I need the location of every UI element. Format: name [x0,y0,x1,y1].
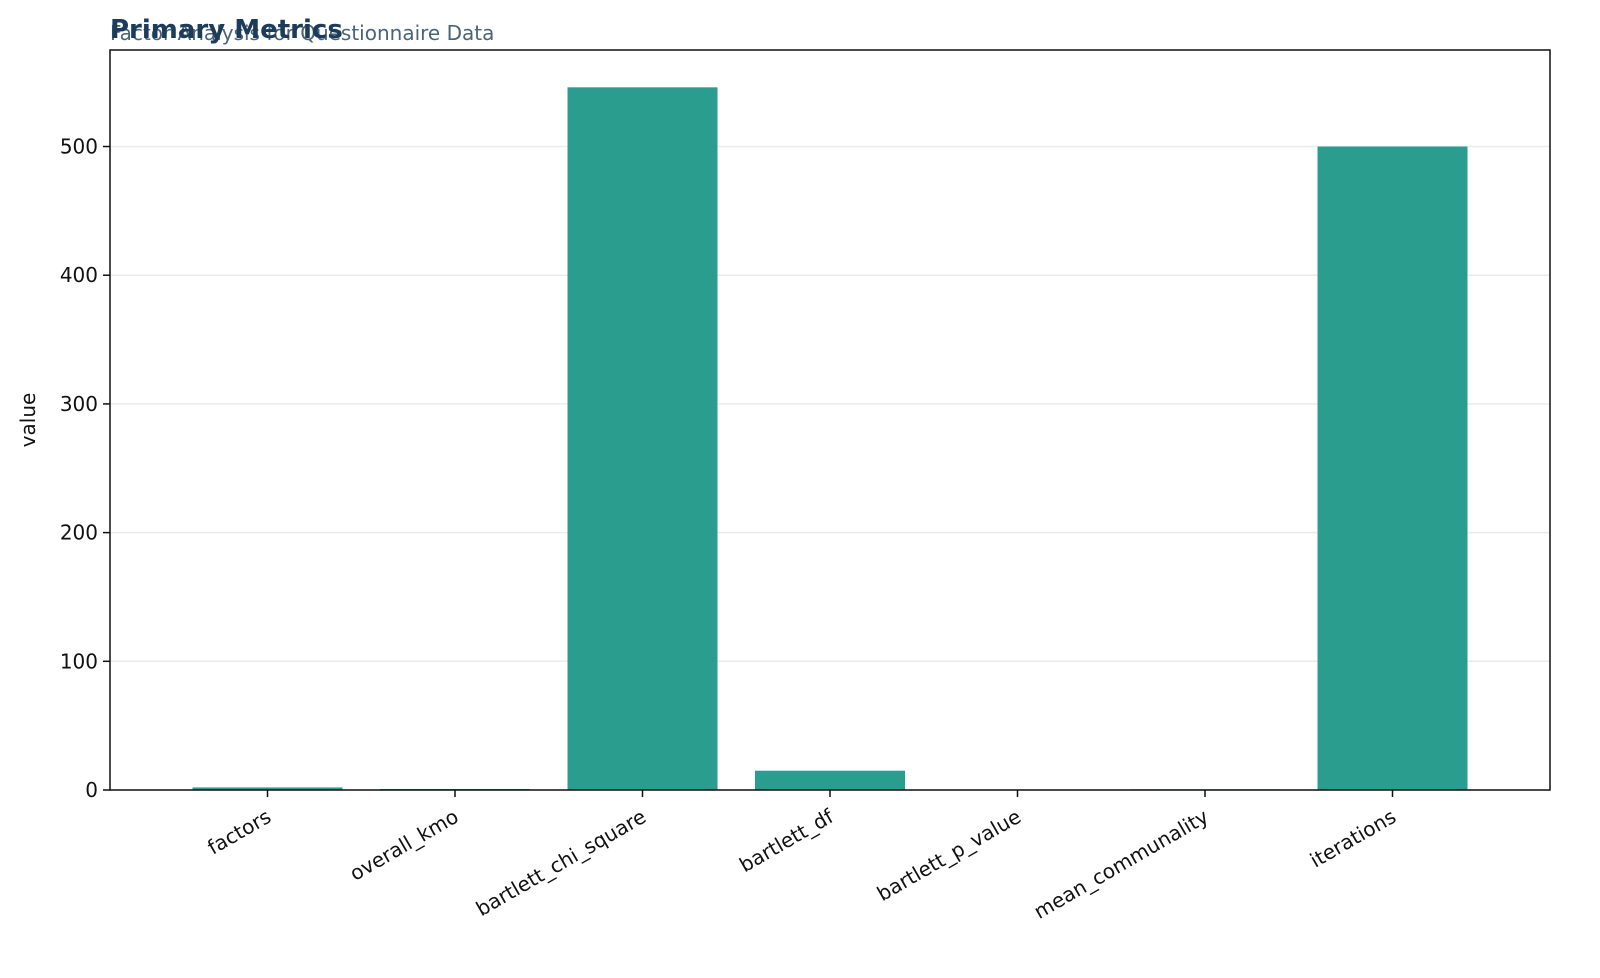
chart-subtitle: Factor Analysis for Questionnaire Data [110,21,494,45]
y-tick-label: 0 [85,778,98,802]
bar [1317,146,1468,791]
chart-title: Primary Metrics [110,15,343,45]
x-tick-label: overall_kmo [345,804,462,885]
y-tick-label: 300 [60,392,98,416]
y-tick-label: 500 [60,135,98,159]
bar [755,770,905,790]
x-tick-label: mean_communality [1030,804,1213,924]
y-tick-label: 200 [60,521,98,545]
x-tick-label: bartlett_df [735,804,838,877]
y-tick-label: 100 [60,649,98,673]
x-tick-label: bartlett_chi_square [472,804,650,921]
y-axis-label: value [16,393,40,448]
y-tick-label: 400 [60,263,98,287]
plot-frame [109,49,1551,791]
x-tick-label: iterations [1306,804,1400,872]
x-tick-label: factors [203,804,275,859]
x-tick-label: bartlett_p_value [873,804,1025,906]
bar [192,787,343,790]
bar [567,87,718,791]
